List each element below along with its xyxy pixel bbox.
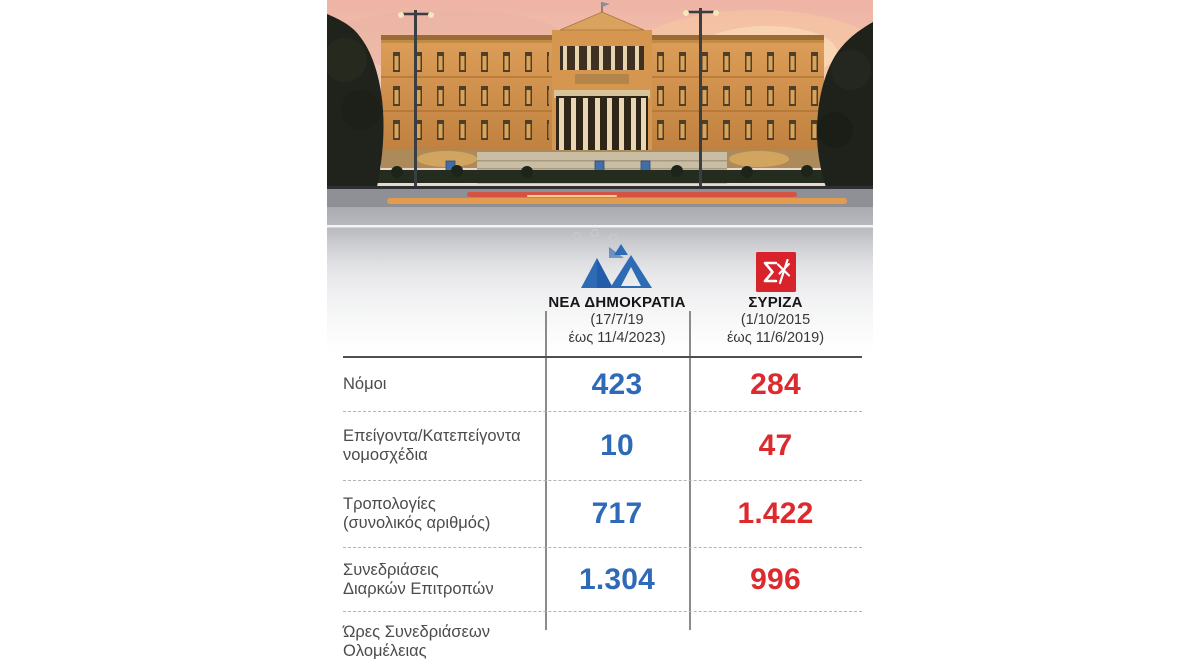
table-row-partial-clipped: Ώρες Συνεδριάσεων Ολομέλειας <box>343 612 862 660</box>
row-label: Τροπολογίες (συνολικός αριθμός) <box>343 495 491 532</box>
nd-period-line1: (17/7/19 <box>590 312 644 328</box>
nd-value: 423 <box>591 367 643 401</box>
syriza-value: 284 <box>750 367 801 401</box>
table-row-laws: Νόμοι 423 284 <box>343 358 862 412</box>
syriza-value: 1.422 <box>737 497 814 530</box>
infographic-canvas: ΝΕΑ ΔΗΜΟΚΡΑΤΙΑ (17/7/19 έως 11/4/2023) Σ… <box>327 0 873 660</box>
nea-dimokratia-logo-icon <box>579 242 655 292</box>
nd-party-name: ΝΕΑ ΔΗΜΟΚΡΑΤΙΑ <box>548 294 686 311</box>
table-row-urgent-bills: Επείγοντα/Κατεπείγοντα νομοσχέδια 10 47 <box>343 412 862 481</box>
syriza-period-line2: έως 11/6/2019) <box>726 330 825 346</box>
syriza-period-line1: (1/10/2015 <box>740 312 811 328</box>
nd-value: 717 <box>591 497 643 530</box>
row-label: Ώρες Συνεδριάσεων Ολομέλειας <box>343 623 490 660</box>
nd-column-header: ΝΕΑ ΔΗΜΟΚΡΑΤΙΑ (17/7/19 έως 11/4/2023) <box>545 294 689 347</box>
table-row-committee-sessions: Συνεδριάσεις Διαρκών Επιτροπών 1.304 996 <box>343 548 862 612</box>
table-row-amendments: Τροπολογίες (συνολικός αριθμός) 717 1.42… <box>343 481 862 548</box>
comparison-table: Νόμοι 423 284 Επείγοντα/Κατεπείγοντα νομ… <box>343 356 862 660</box>
syriza-logo-icon <box>756 252 796 292</box>
syriza-value: 47 <box>758 429 793 462</box>
row-label: Νόμοι <box>343 375 387 393</box>
syriza-party-name: ΣΥΡΙΖΑ <box>748 294 803 311</box>
nd-value: 10 <box>600 429 634 462</box>
row-label: Επείγοντα/Κατεπείγοντα νομοσχέδια <box>343 427 521 464</box>
row-label: Συνεδριάσεις Διαρκών Επιτροπών <box>343 560 494 598</box>
nd-value: 1.304 <box>578 562 656 596</box>
syriza-value: 996 <box>750 562 801 596</box>
infographic-content: ΝΕΑ ΔΗΜΟΚΡΑΤΙΑ (17/7/19 έως 11/4/2023) Σ… <box>327 0 873 660</box>
column-divider-left <box>545 311 547 630</box>
nd-period-line2: έως 11/4/2023) <box>568 330 666 346</box>
syriza-column-header: ΣΥΡΙΖΑ (1/10/2015 έως 11/6/2019) <box>689 294 862 347</box>
column-divider-right <box>689 311 691 630</box>
